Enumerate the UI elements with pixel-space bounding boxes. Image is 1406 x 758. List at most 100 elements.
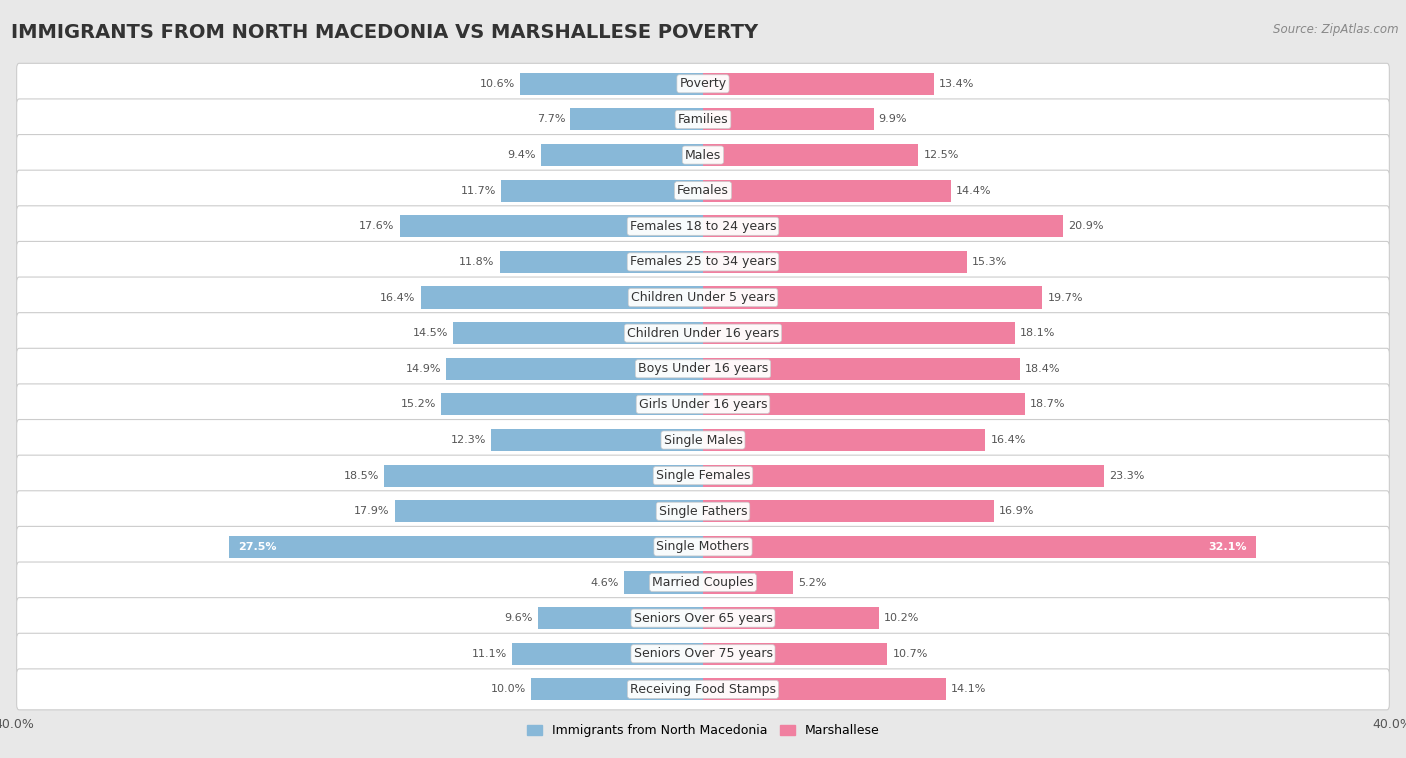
Bar [512,643,703,665]
Text: 19.7%: 19.7% [1047,293,1083,302]
Text: 18.5%: 18.5% [344,471,380,481]
Text: 16.9%: 16.9% [1000,506,1035,516]
Text: 10.0%: 10.0% [491,684,526,694]
Bar [703,536,1256,558]
Bar [703,678,946,700]
Text: Females: Females [678,184,728,197]
Text: 4.6%: 4.6% [591,578,619,587]
Text: 17.9%: 17.9% [354,506,389,516]
Bar [537,607,703,629]
Text: Boys Under 16 years: Boys Under 16 years [638,362,768,375]
Text: 9.9%: 9.9% [879,114,907,124]
Bar [703,429,986,451]
Text: 32.1%: 32.1% [1209,542,1247,552]
Text: 12.5%: 12.5% [924,150,959,160]
Text: 18.1%: 18.1% [1019,328,1056,338]
FancyBboxPatch shape [17,135,1389,176]
Text: 20.9%: 20.9% [1069,221,1104,231]
Text: Females 25 to 34 years: Females 25 to 34 years [630,255,776,268]
Text: Source: ZipAtlas.com: Source: ZipAtlas.com [1274,23,1399,36]
Text: 13.4%: 13.4% [939,79,974,89]
Text: 17.6%: 17.6% [360,221,395,231]
Bar [531,678,703,700]
Text: 11.1%: 11.1% [471,649,506,659]
Bar [703,358,1019,380]
Bar [541,144,703,166]
Bar [703,465,1104,487]
FancyBboxPatch shape [17,490,1389,532]
Text: 9.6%: 9.6% [505,613,533,623]
Text: Children Under 5 years: Children Under 5 years [631,291,775,304]
Text: Receiving Food Stamps: Receiving Food Stamps [630,683,776,696]
FancyBboxPatch shape [17,384,1389,425]
Text: Girls Under 16 years: Girls Under 16 years [638,398,768,411]
Bar [453,322,703,344]
Bar [703,180,950,202]
Text: Single Males: Single Males [664,434,742,446]
FancyBboxPatch shape [17,99,1389,140]
Bar [384,465,703,487]
Bar [703,73,934,95]
Text: Single Fathers: Single Fathers [659,505,747,518]
Bar [703,322,1015,344]
Text: Children Under 16 years: Children Under 16 years [627,327,779,340]
FancyBboxPatch shape [17,206,1389,247]
Text: 14.9%: 14.9% [406,364,441,374]
Bar [399,215,703,237]
Bar [441,393,703,415]
Legend: Immigrants from North Macedonia, Marshallese: Immigrants from North Macedonia, Marshal… [522,719,884,742]
Text: 5.2%: 5.2% [797,578,827,587]
Bar [571,108,703,130]
Text: 14.5%: 14.5% [413,328,449,338]
Bar [420,287,703,309]
Text: Families: Families [678,113,728,126]
Text: 11.8%: 11.8% [460,257,495,267]
FancyBboxPatch shape [17,348,1389,390]
Text: Seniors Over 75 years: Seniors Over 75 years [634,647,772,660]
FancyBboxPatch shape [17,669,1389,709]
Text: 16.4%: 16.4% [380,293,415,302]
Bar [395,500,703,522]
FancyBboxPatch shape [17,455,1389,496]
Bar [703,251,966,273]
FancyBboxPatch shape [17,597,1389,638]
Text: 7.7%: 7.7% [537,114,565,124]
Bar [703,572,793,594]
FancyBboxPatch shape [17,64,1389,105]
Text: 23.3%: 23.3% [1109,471,1144,481]
Text: 27.5%: 27.5% [238,542,277,552]
Text: 9.4%: 9.4% [508,150,536,160]
Bar [491,429,703,451]
FancyBboxPatch shape [17,277,1389,318]
FancyBboxPatch shape [17,171,1389,211]
Text: Married Couples: Married Couples [652,576,754,589]
Text: Females 18 to 24 years: Females 18 to 24 years [630,220,776,233]
Text: Males: Males [685,149,721,161]
FancyBboxPatch shape [17,419,1389,461]
Bar [703,108,873,130]
Bar [703,607,879,629]
Text: 11.7%: 11.7% [461,186,496,196]
Text: 14.4%: 14.4% [956,186,991,196]
Text: Single Mothers: Single Mothers [657,540,749,553]
Bar [446,358,703,380]
Text: 12.3%: 12.3% [450,435,486,445]
Bar [703,643,887,665]
Text: IMMIGRANTS FROM NORTH MACEDONIA VS MARSHALLESE POVERTY: IMMIGRANTS FROM NORTH MACEDONIA VS MARSH… [11,23,758,42]
Text: 10.6%: 10.6% [479,79,515,89]
FancyBboxPatch shape [17,312,1389,354]
FancyBboxPatch shape [17,633,1389,674]
Text: 14.1%: 14.1% [950,684,987,694]
Text: 10.2%: 10.2% [884,613,920,623]
Text: 18.4%: 18.4% [1025,364,1060,374]
Text: 15.2%: 15.2% [401,399,436,409]
Text: 18.7%: 18.7% [1031,399,1066,409]
Bar [703,287,1042,309]
Text: 10.7%: 10.7% [893,649,928,659]
Bar [520,73,703,95]
Text: Poverty: Poverty [679,77,727,90]
Bar [703,500,994,522]
FancyBboxPatch shape [17,241,1389,283]
Bar [499,251,703,273]
Text: 15.3%: 15.3% [972,257,1007,267]
